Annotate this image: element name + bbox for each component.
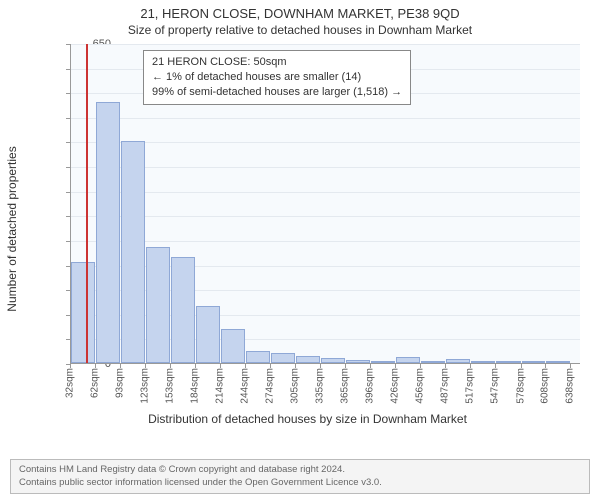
histogram-bar: [271, 353, 296, 363]
histogram-bar: [121, 141, 145, 363]
histogram-bar: [71, 262, 95, 363]
histogram-bar: [546, 361, 570, 363]
histogram-bar: [396, 357, 420, 363]
chart-title-sub: Size of property relative to detached ho…: [0, 21, 600, 37]
plot-area: 21 HERON CLOSE: 50sqm ← 1% of detached h…: [70, 44, 580, 364]
x-tick-label: 32sqm: [65, 368, 76, 398]
histogram-bar: [246, 351, 270, 363]
x-tick-label: 214sqm: [215, 368, 226, 404]
gridline-h: [71, 142, 580, 143]
histogram-bar: [296, 356, 320, 363]
footer-line-1: Contains HM Land Registry data © Crown c…: [19, 464, 581, 476]
histogram-bar: [421, 361, 446, 363]
histogram-bar: [321, 358, 345, 363]
histogram-bar: [522, 361, 546, 363]
gridline-h: [71, 118, 580, 119]
gridline-h: [71, 192, 580, 193]
chart-wrap: Number of detached properties 0501001502…: [30, 44, 585, 414]
histogram-bar: [146, 247, 170, 363]
info-box: 21 HERON CLOSE: 50sqm ← 1% of detached h…: [143, 50, 411, 105]
marker-line: [86, 44, 88, 363]
footer-line-2: Contains public sector information licen…: [19, 477, 581, 489]
info-line-1: 21 HERON CLOSE: 50sqm: [152, 55, 402, 70]
x-tick-label: 153sqm: [164, 368, 175, 404]
gridline-h: [71, 241, 580, 242]
histogram-bar: [371, 361, 395, 363]
x-tick-label: 184sqm: [190, 368, 201, 404]
histogram-bar: [171, 257, 196, 363]
x-tick-label: 396sqm: [365, 368, 376, 404]
histogram-bar: [496, 361, 521, 363]
gridline-h: [71, 167, 580, 168]
info-line-2: ← 1% of detached houses are smaller (14): [152, 70, 402, 85]
x-axis-label: Distribution of detached houses by size …: [30, 412, 585, 426]
x-tick-label: 426sqm: [390, 368, 401, 404]
x-tick-label: 638sqm: [565, 368, 576, 404]
x-tick-label: 608sqm: [540, 368, 551, 404]
x-tick-label: 517sqm: [465, 368, 476, 404]
x-tick-label: 305sqm: [290, 368, 301, 404]
histogram-bar: [446, 359, 470, 363]
x-tick-label: 578sqm: [515, 368, 526, 404]
chart-title-address: 21, HERON CLOSE, DOWNHAM MARKET, PE38 9Q…: [0, 0, 600, 21]
x-tick-label: 244sqm: [239, 368, 250, 404]
y-axis-label: Number of detached properties: [5, 146, 19, 311]
x-tick-label: 365sqm: [339, 368, 350, 404]
info-line-3: 99% of semi-detached houses are larger (…: [152, 85, 402, 100]
histogram-bar: [346, 360, 371, 363]
x-tick-label: 487sqm: [440, 368, 451, 404]
gridline-h: [71, 216, 580, 217]
chart-container: 21, HERON CLOSE, DOWNHAM MARKET, PE38 9Q…: [0, 0, 600, 500]
x-tick-label: 62sqm: [89, 368, 100, 398]
histogram-bar: [221, 329, 245, 363]
x-tick-label: 335sqm: [315, 368, 326, 404]
x-tick-label: 274sqm: [264, 368, 275, 404]
histogram-bar: [196, 306, 220, 363]
x-tick-label: 547sqm: [490, 368, 501, 404]
x-tick-label: 93sqm: [115, 368, 126, 398]
gridline-h: [71, 44, 580, 45]
x-tick-label: 456sqm: [414, 368, 425, 404]
histogram-bar: [471, 361, 495, 363]
x-tick-label: 123sqm: [140, 368, 151, 404]
footer-attribution: Contains HM Land Registry data © Crown c…: [10, 459, 590, 494]
histogram-bar: [96, 102, 121, 363]
